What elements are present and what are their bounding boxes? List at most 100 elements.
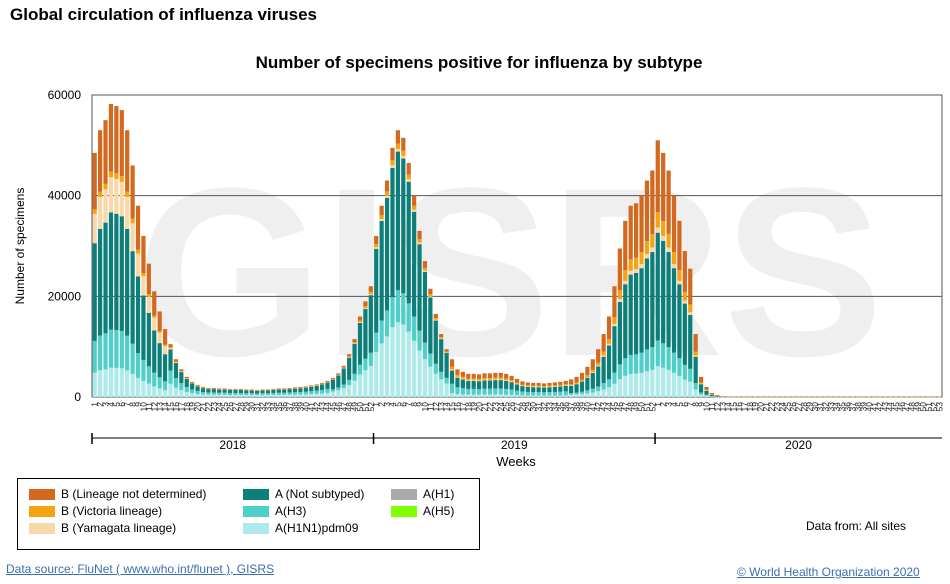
- bar-segment: [476, 381, 482, 390]
- bar-segment: [330, 379, 336, 380]
- x-tick-label: 38: [572, 402, 582, 412]
- bar-segment: [493, 379, 498, 381]
- bar-segment: [774, 396, 779, 398]
- y-tick-label: 60000: [48, 88, 82, 102]
- x-tick-label: 46: [615, 402, 625, 412]
- bar-segment: [363, 306, 368, 309]
- bar-segment: [357, 322, 363, 323]
- bar-segment: [655, 232, 660, 341]
- bar-segment: [390, 167, 395, 298]
- bar-segment: [639, 268, 644, 353]
- bar-segment: [330, 389, 336, 392]
- bar-segment: [119, 181, 124, 217]
- bar-segment: [601, 351, 606, 356]
- x-tick-label: 22: [485, 402, 495, 412]
- bar-segment: [141, 295, 146, 360]
- bar-segment: [347, 354, 352, 357]
- bar-segment: [541, 395, 547, 397]
- x-tick-label: 10: [420, 402, 430, 412]
- bar-segment: [644, 371, 650, 397]
- data-source-link[interactable]: Data source: FluNet ( www.who.int/flunet…: [6, 562, 275, 576]
- bar-segment: [271, 389, 276, 393]
- bar-segment: [384, 336, 390, 397]
- bar-segment: [238, 389, 243, 393]
- x-tick-label: 35: [555, 402, 565, 412]
- copyright-link[interactable]: © World Health Organization 2020: [737, 565, 920, 579]
- x-tick-label: 27: [230, 402, 240, 412]
- bar-segment: [818, 396, 823, 398]
- bar-segment: [114, 330, 119, 368]
- bar-segment: [130, 218, 135, 224]
- bar-segment: [130, 251, 135, 344]
- bar-segment: [309, 386, 314, 387]
- bar-segment: [644, 241, 650, 255]
- bar-segment: [233, 394, 238, 397]
- bar-segment: [693, 334, 698, 352]
- x-tick-label: 6: [398, 402, 408, 407]
- bar-segment: [319, 383, 325, 385]
- x-tick-label: 10: [701, 402, 711, 412]
- bar-segment: [704, 395, 709, 397]
- bar-segment: [379, 343, 384, 397]
- legend-swatch: [391, 505, 417, 517]
- bar-segment: [211, 388, 216, 389]
- bar-segment: [401, 155, 406, 159]
- bar-segment: [103, 189, 108, 223]
- x-tick-label: 7: [404, 402, 414, 407]
- bar-segment: [363, 309, 368, 359]
- bar-segment: [628, 354, 633, 375]
- bar-segment: [579, 391, 585, 395]
- bar-segment: [569, 384, 574, 386]
- legend-item: A(H1): [391, 487, 454, 501]
- bar-segment: [417, 350, 422, 397]
- bar-segment: [336, 373, 341, 375]
- x-tick-label: 47: [902, 402, 912, 412]
- bar-segment: [466, 373, 471, 379]
- x-tick-label: 31: [534, 402, 544, 412]
- bar-segment: [319, 384, 325, 390]
- x-tick-label: 30: [247, 402, 257, 412]
- x-tick-label: 33: [263, 402, 273, 412]
- bar-segment: [395, 130, 400, 144]
- bar-segment: [601, 356, 606, 384]
- bar-segment: [303, 387, 308, 388]
- bar-segment: [406, 162, 411, 175]
- bar-segment: [260, 390, 265, 394]
- bar-segment: [108, 104, 114, 172]
- bar-segment: [601, 383, 606, 390]
- bar-segment: [190, 383, 195, 384]
- bar-segment: [227, 394, 233, 397]
- bar-segment: [255, 390, 260, 394]
- bar-segment: [623, 375, 628, 397]
- bar-segment: [395, 290, 400, 323]
- bar-segment: [579, 372, 585, 380]
- bar-segment: [487, 394, 493, 397]
- bar-segment: [255, 390, 260, 391]
- bar-segment: [298, 391, 303, 395]
- bar-segment: [217, 389, 222, 393]
- bar-segment: [162, 329, 168, 345]
- bar-segment: [926, 396, 931, 398]
- x-tick-label: 37: [848, 402, 858, 412]
- bar-segment: [628, 274, 633, 355]
- bar-segment: [547, 387, 552, 393]
- bar-segment: [173, 378, 179, 388]
- bar-segment: [379, 215, 384, 220]
- legend-swatch: [29, 505, 55, 517]
- x-tick-label: 40: [582, 402, 592, 412]
- bar-segment: [487, 379, 493, 381]
- bar-segment: [612, 286, 617, 318]
- bar-segment: [428, 288, 433, 295]
- bar-segment: [558, 381, 563, 385]
- bar-segment: [130, 165, 135, 219]
- bar-segment: [395, 322, 400, 397]
- x-tick-label: 41: [588, 402, 598, 412]
- bar-segment: [504, 378, 509, 381]
- x-tick-label: 24: [214, 402, 224, 412]
- x-tick-label: 42: [875, 402, 885, 412]
- x-tick-label: 17: [176, 402, 186, 412]
- bar-segment: [260, 393, 265, 396]
- bar-segment: [704, 394, 709, 396]
- x-tick-label: 50: [918, 402, 928, 412]
- bar-segment: [449, 383, 455, 394]
